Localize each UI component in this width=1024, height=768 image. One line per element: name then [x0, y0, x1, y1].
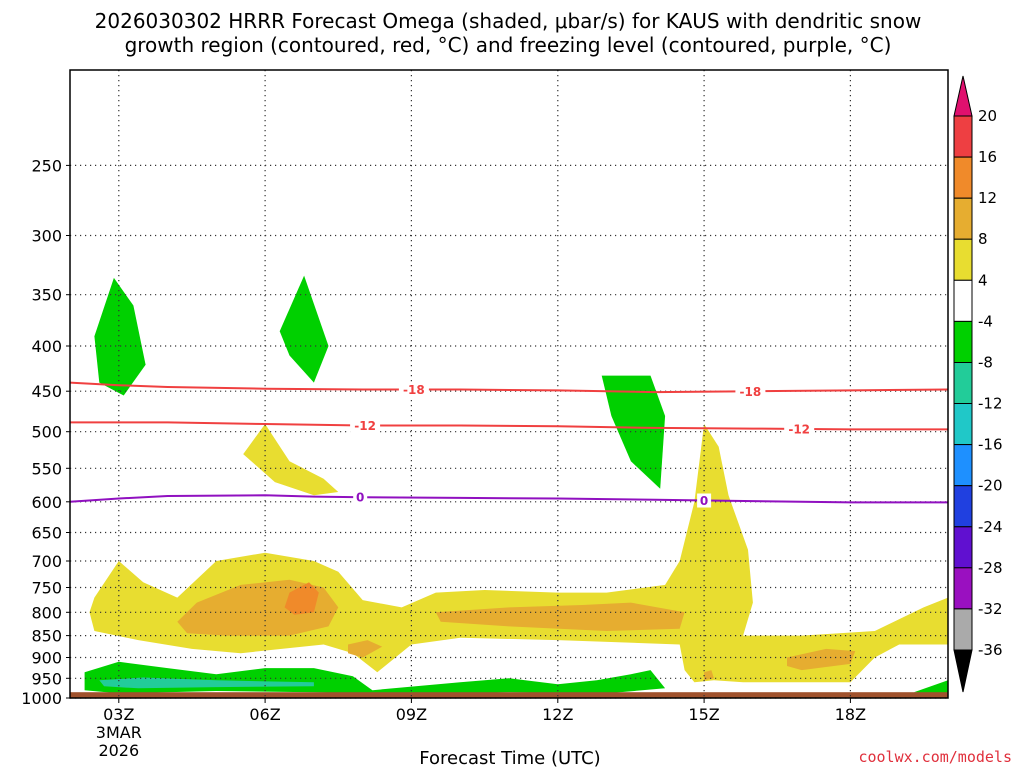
- y-tick-label-500: 500: [31, 423, 62, 442]
- y-tick-label-250: 250: [31, 156, 62, 175]
- colorbar-label-6: -8: [978, 354, 993, 372]
- colorbar-label-4: 4: [978, 271, 988, 289]
- x-tick-label-09Z: 09Z: [396, 705, 427, 724]
- colorbar-swatch-7: [953, 403, 973, 446]
- colorbar-label-10: -24: [978, 518, 1003, 536]
- y-tick-label-900: 900: [31, 649, 62, 668]
- colorbar-swatch-6: [953, 362, 973, 405]
- chart-title-line-2: growth region (contoured, red, °C) and f…: [125, 33, 892, 57]
- chart-title-line-1: 2026030302 HRRR Forecast Omega (shaded, …: [95, 9, 922, 33]
- contour-label--12-0: -12: [354, 419, 376, 433]
- colorbar-swatch-2: [953, 197, 973, 240]
- contour-label-bg-0-1: [697, 493, 712, 508]
- contour--18: [69, 381, 949, 394]
- x-tick-sublabel-2026: 2026: [98, 741, 139, 760]
- x-tick-sublabel-3MAR: 3MAR: [96, 723, 142, 742]
- x-tick-label-03Z: 03Z: [103, 705, 134, 724]
- y-tick-label-700: 700: [31, 552, 62, 571]
- colorbar-label-13: -36: [978, 641, 1003, 659]
- contour-label-bg--18-0: [398, 382, 429, 397]
- contour-label--18-0: -18: [403, 383, 425, 397]
- omega-region-10: [348, 640, 383, 658]
- colorbar-label-5: -4: [978, 312, 993, 330]
- colorbar-swatch-5: [953, 320, 973, 363]
- y-tick-label-550: 550: [31, 459, 62, 478]
- colorbar-label-3: 8: [978, 230, 988, 248]
- colorbar-swatch-1: [953, 156, 973, 199]
- omega-region-4: [913, 680, 948, 695]
- y-tick-label-300: 300: [31, 227, 62, 246]
- colorbar-label-1: 16: [978, 148, 997, 166]
- omega-region-11: [787, 648, 856, 671]
- y-tick-label-650: 650: [31, 524, 62, 543]
- colorbar-swatch-8: [953, 444, 973, 487]
- colorbar-label-0: 20: [978, 107, 997, 125]
- x-tick-label-06Z: 06Z: [249, 705, 280, 724]
- contour-label--12-1: -12: [788, 423, 810, 437]
- colorbar-swatch-11: [953, 567, 973, 610]
- contour-label-0-0: 0: [356, 491, 364, 505]
- colorbar-label-9: -20: [978, 477, 1003, 495]
- colorbar-swatch-12: [953, 608, 973, 651]
- omega-shaded-regions: [84, 275, 948, 695]
- omega-region-1: [279, 275, 329, 383]
- y-tick-label-800: 800: [31, 603, 62, 622]
- x-axis-label: Forecast Time (UTC): [419, 748, 600, 768]
- colorbar-bottom-arrow: [953, 649, 973, 693]
- colorbar-label-12: -32: [978, 600, 1003, 618]
- colorbar-label-8: -16: [978, 436, 1003, 454]
- omega-region-6: [243, 424, 339, 496]
- colorbar: 20 16 12 8 4 -4 -8 -12 -16 -20 -24 -28 -32 -36: [953, 75, 1003, 693]
- colorbar-swatch-3: [953, 238, 973, 281]
- colorbar-label-11: -28: [978, 559, 1003, 577]
- y-tick-label-600: 600: [31, 493, 62, 512]
- colorbar-top-arrow: [953, 75, 973, 117]
- contour-label-bg-0-0: [353, 490, 368, 505]
- y-tick-label-1000: 1000: [21, 689, 62, 708]
- contour-label-0-1: 0: [700, 494, 708, 508]
- omega-region-12: [704, 670, 714, 681]
- y-axis-pressure: 250 300 350 400 450 500 550 600 650 700 750 800 850 9…: [21, 156, 70, 708]
- temperature-contours: -18 -18 -12 -12 0 0: [69, 381, 949, 508]
- colorbar-swatch-10: [953, 526, 973, 569]
- omega-region-0: [94, 277, 146, 396]
- y-tick-label-450: 450: [31, 382, 62, 401]
- colorbar-swatch-9: [953, 485, 973, 528]
- y-tick-label-950: 950: [31, 669, 62, 688]
- contour-label-bg--12-0: [350, 418, 381, 433]
- credit-text: coolwx.com/models: [858, 748, 1012, 766]
- ground-fill: [70, 692, 948, 698]
- plot-area: -18 -18 -12 -12 0 0: [69, 69, 949, 699]
- y-tick-label-850: 850: [31, 627, 62, 646]
- y-tick-label-350: 350: [31, 286, 62, 305]
- x-tick-label-15Z: 15Z: [688, 705, 719, 724]
- colorbar-label-7: -12: [978, 395, 1003, 413]
- ground-band: [70, 692, 948, 698]
- plot-frame: [69, 69, 949, 699]
- contour-0: [69, 494, 948, 504]
- contour-label-bg--12-1: [784, 422, 815, 436]
- colorbar-label-2: 12: [978, 189, 997, 207]
- omega-region-2: [601, 375, 666, 489]
- x-tick-label-12Z: 12Z: [542, 705, 573, 724]
- y-tick-label-400: 400: [31, 337, 62, 356]
- contour-label-bg--18-1: [735, 384, 766, 399]
- omega-region-13: [284, 582, 319, 615]
- omega-region-9: [435, 602, 685, 631]
- colorbar-swatch-0: [953, 115, 973, 158]
- colorbar-swatch-4: [953, 279, 973, 322]
- omega-region-5: [99, 677, 314, 689]
- contour-label--18-1: -18: [740, 385, 762, 399]
- y-tick-label-750: 750: [31, 579, 62, 598]
- x-tick-label-18Z: 18Z: [835, 705, 866, 724]
